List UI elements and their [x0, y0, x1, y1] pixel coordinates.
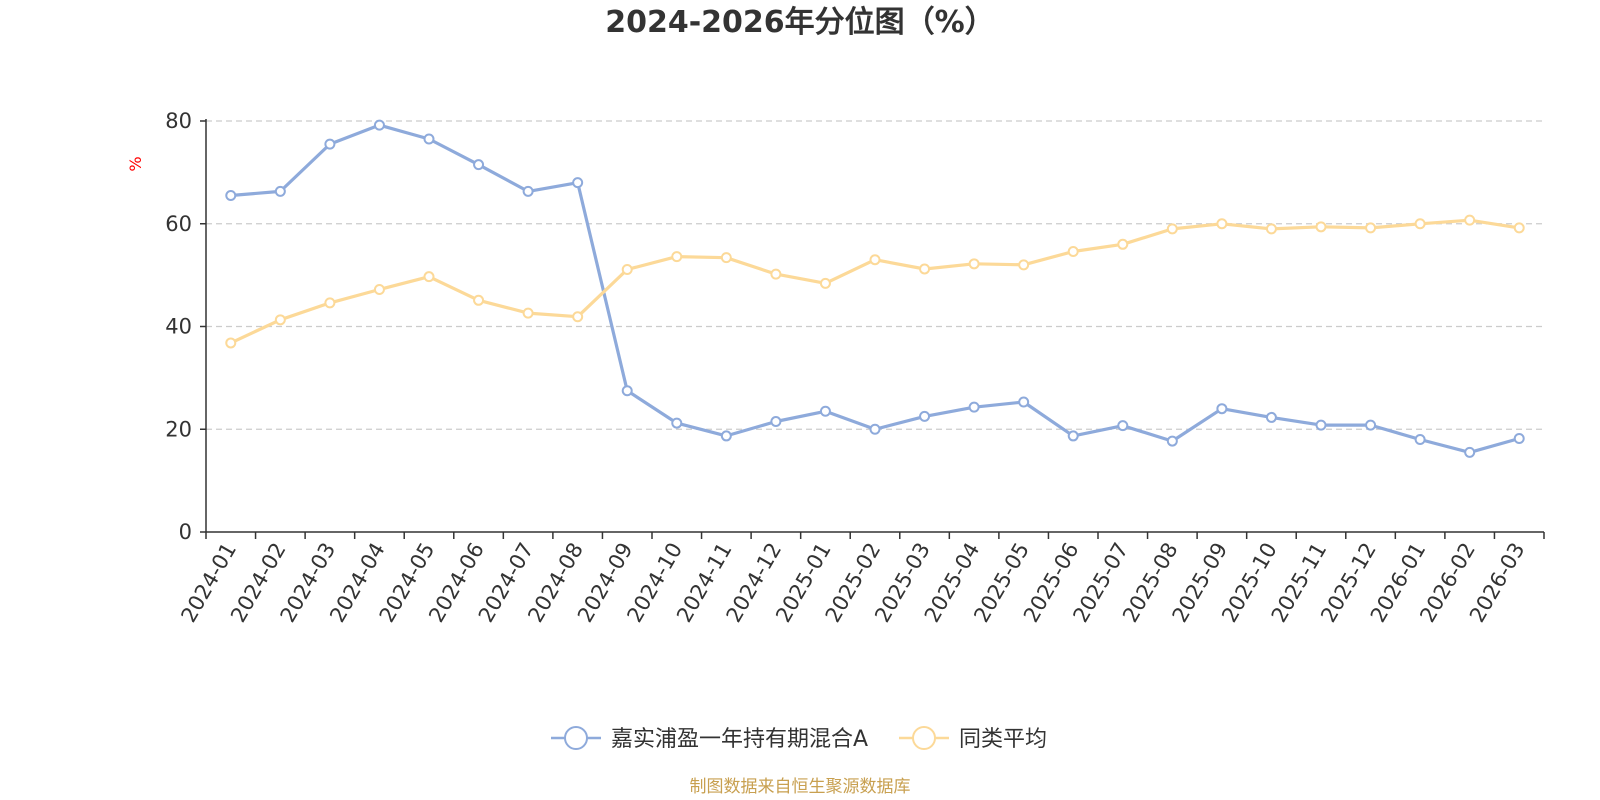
data-point-0-2025-03	[919, 410, 931, 422]
data-point-1-2025-08	[1166, 223, 1178, 235]
data-point-0-2026-01	[1414, 434, 1426, 446]
data-point-1-2024-10	[671, 251, 683, 263]
data-point-1-2024-07	[522, 307, 534, 319]
series-line-1	[230, 218, 1520, 345]
data-point-0-2024-02	[274, 185, 286, 197]
data-point-0-2024-01	[225, 189, 237, 201]
data-point-1-2024-11	[720, 252, 732, 264]
legend: 嘉实浦盈一年持有期混合A 同类平均	[551, 726, 1047, 752]
series-0	[225, 119, 1525, 458]
series-lines	[225, 119, 1525, 458]
data-point-0-2025-10	[1265, 411, 1277, 423]
data-point-0-2025-01	[819, 405, 831, 417]
data-point-0-2024-10	[671, 417, 683, 429]
data-point-1-2026-01	[1414, 218, 1426, 230]
data-point-0-2025-02	[869, 423, 881, 435]
y-tick-label-40: 40	[165, 315, 192, 339]
data-point-1-2025-12	[1365, 222, 1377, 234]
y-axis-unit-label: %	[126, 156, 145, 171]
data-point-0-2025-08	[1166, 435, 1178, 447]
data-point-0-2025-09	[1216, 403, 1228, 415]
data-point-1-2025-02	[869, 254, 881, 266]
y-tick-label-80: 80	[165, 109, 192, 133]
data-point-0-2025-04	[968, 401, 980, 413]
data-point-0-2024-12	[770, 416, 782, 428]
data-point-0-2025-06	[1067, 430, 1079, 442]
data-point-1-2024-02	[274, 314, 286, 326]
data-point-0-2026-02	[1464, 446, 1476, 458]
data-point-1-2025-11	[1315, 221, 1327, 233]
legend-marker-1	[912, 726, 936, 750]
y-tick-label-60: 60	[165, 212, 192, 236]
data-point-1-2026-03	[1513, 222, 1525, 234]
data-point-0-2026-03	[1513, 432, 1525, 444]
data-source-note: 制图数据来自恒生聚源数据库	[690, 777, 911, 797]
data-point-1-2024-08	[572, 311, 584, 323]
data-point-1-2024-05	[423, 271, 435, 283]
axes: 0204060802024-012024-022024-032024-04202…	[165, 109, 1545, 626]
data-point-0-2024-09	[621, 385, 633, 397]
legend-label-0: 嘉实浦盈一年持有期混合A	[611, 727, 868, 752]
data-point-0-2025-11	[1315, 419, 1327, 431]
data-point-0-2024-07	[522, 185, 534, 197]
data-point-0-2025-12	[1365, 419, 1377, 431]
legend-item-1: 同类平均	[899, 726, 1047, 752]
data-point-1-2025-07	[1117, 238, 1129, 250]
data-point-1-2025-03	[919, 263, 931, 275]
data-point-0-2024-06	[473, 159, 485, 171]
data-point-1-2024-03	[324, 297, 336, 309]
data-point-1-2024-01	[225, 337, 237, 349]
data-point-0-2024-03	[324, 138, 336, 150]
data-point-1-2025-09	[1216, 218, 1228, 230]
legend-marker-0	[564, 726, 588, 750]
data-point-1-2025-06	[1067, 245, 1079, 257]
data-point-0-2024-11	[720, 430, 732, 442]
data-point-0-2024-08	[572, 177, 584, 189]
data-point-1-2025-01	[819, 277, 831, 289]
data-point-1-2024-12	[770, 268, 782, 280]
chart-title: 2024-2026年分位图（%）	[605, 5, 995, 40]
data-point-0-2025-05	[1018, 396, 1030, 408]
data-point-0-2024-05	[423, 133, 435, 145]
series-line-0	[230, 123, 1520, 454]
data-point-1-2025-10	[1265, 223, 1277, 235]
data-point-1-2024-06	[473, 294, 485, 306]
y-tick-label-20: 20	[165, 417, 192, 441]
legend-item-0: 嘉实浦盈一年持有期混合A	[551, 726, 868, 752]
data-point-1-2025-04	[968, 258, 980, 270]
data-point-0-2025-07	[1117, 420, 1129, 432]
data-point-1-2024-04	[373, 284, 385, 296]
y-tick-label-0: 0	[179, 520, 192, 544]
data-point-1-2024-09	[621, 263, 633, 275]
grid-lines	[206, 120, 1544, 430]
data-point-1-2025-05	[1018, 259, 1030, 271]
legend-label-1: 同类平均	[959, 727, 1047, 752]
data-point-0-2024-04	[373, 119, 385, 131]
series-1	[225, 214, 1525, 349]
data-point-1-2026-02	[1464, 214, 1476, 226]
